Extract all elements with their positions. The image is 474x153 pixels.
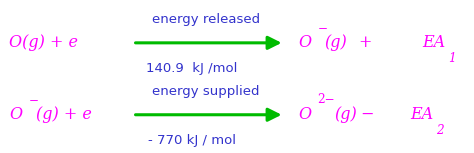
Text: (g): (g) [325,34,347,51]
Text: (g): (g) [334,106,357,123]
Text: O(g) + e: O(g) + e [9,34,79,51]
Text: 1: 1 [448,52,456,65]
Text: −: − [28,93,38,106]
Text: 140.9  kJ /mol: 140.9 kJ /mol [146,62,237,75]
Text: EA: EA [410,106,433,123]
Text: - 770 kJ / mol: - 770 kJ / mol [148,134,236,147]
Text: energy supplied: energy supplied [153,85,260,98]
Text: 2−: 2− [318,93,335,106]
Text: O: O [299,106,312,123]
Text: −: − [361,106,374,123]
Text: EA: EA [422,34,445,51]
Text: O: O [299,34,312,51]
Text: −: − [318,21,328,34]
Text: energy released: energy released [152,13,260,26]
Text: (g) + e: (g) + e [36,106,91,123]
Text: +: + [358,34,372,51]
Text: O: O [9,106,23,123]
Text: 2: 2 [436,124,444,136]
